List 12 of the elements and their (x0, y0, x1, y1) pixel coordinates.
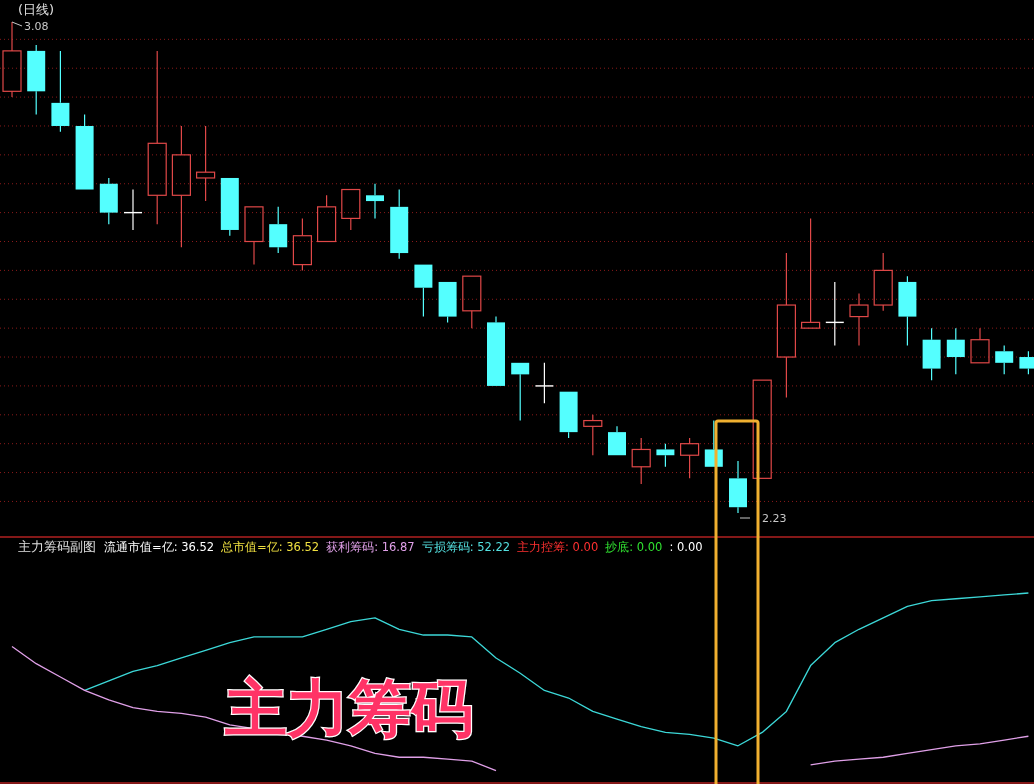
annotation: 主力筹码 (224, 672, 473, 745)
chart-title: (日线) (18, 2, 55, 17)
text: 抄底: 0.00 (605, 540, 663, 554)
text: 亏损筹码: 52.22 (421, 540, 511, 554)
annotation: 3.08 (24, 20, 49, 33)
text: : 0.00 (669, 540, 703, 554)
text: 流通市值=亿: 36.52 (104, 540, 215, 554)
text: 总市值=亿: 36.52 (220, 540, 320, 554)
text: 获利筹码: 16.87 (326, 540, 415, 554)
chart-title: 主力筹码副图 (18, 539, 96, 554)
text: 主力控筹: 0.00 (517, 540, 599, 554)
annotation: 2.23 (762, 512, 787, 525)
